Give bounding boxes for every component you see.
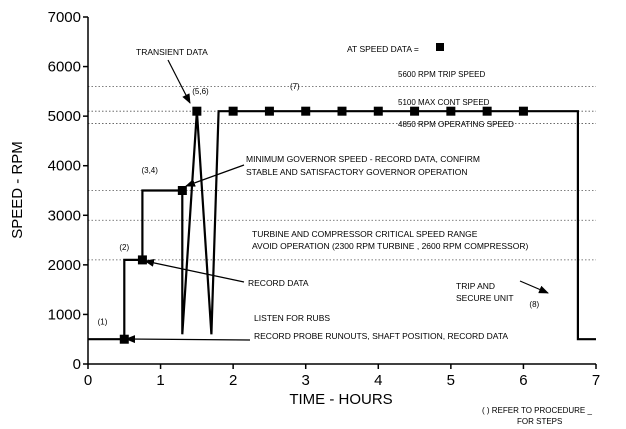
y-tick-label-3000: 3000 (48, 207, 81, 224)
data-point-marker (301, 106, 311, 116)
data-point-marker (373, 106, 383, 116)
record-probe-label: RECORD PROBE RUNOUTS, SHAFT POSITION, RE… (254, 331, 508, 341)
at-speed-legend-marker (436, 43, 444, 51)
footnote-line2: FOR STEPS (517, 417, 562, 426)
step-label: (7) (290, 82, 300, 91)
ref-label-max-cont: 5100 MAX CONT SPEED (398, 98, 490, 107)
listen-for-rubs-label: LISTEN FOR RUBS (254, 313, 330, 323)
min-governor-label-line1: MINIMUM GOVERNOR SPEED - RECORD DATA, CO… (246, 154, 480, 164)
step-label: (2) (119, 243, 129, 252)
x-tick-label-3: 3 (302, 372, 310, 389)
data-point-marker (410, 106, 420, 116)
transient-arrow (167, 59, 191, 104)
x-tick-label-2: 2 (229, 372, 237, 389)
series-layer (88, 110, 596, 341)
x-tick-label-1: 1 (156, 372, 164, 389)
x-axis-title: TIME - HOURS (289, 391, 392, 408)
y-tick-label-1000: 1000 (48, 306, 81, 323)
y-tick-label-0: 0 (73, 356, 81, 373)
y-tick-label-6000: 6000 (48, 59, 81, 76)
data-point-marker (192, 106, 202, 116)
min-governor-label-line2: STABLE AND SATISFACTORY GOVERNOR OPERATI… (246, 167, 468, 177)
transient-data-label: TRANSIENT DATA (136, 47, 208, 57)
x-tick-label-5: 5 (447, 372, 455, 389)
step-label: (5,6) (192, 87, 209, 96)
data-point-marker (177, 186, 187, 195)
data-point-marker (337, 106, 347, 116)
critical-speed-label-line2: AVOID OPERATION (2300 RPM TURBINE , 2600… (252, 241, 528, 251)
data-point-marker (137, 255, 147, 265)
step-label: (1) (98, 317, 108, 326)
data-point-marker (228, 106, 238, 116)
record-data-arrow (144, 258, 245, 283)
y-tick-label-2000: 2000 (48, 257, 81, 274)
y-tick-label-7000: 7000 (48, 9, 81, 26)
step-label: (3,4) (141, 166, 158, 175)
speed-profile-line (88, 110, 596, 341)
data-point-marker (264, 106, 274, 116)
record-data-label: RECORD DATA (248, 278, 309, 288)
axes: 0 1000 2000 3000 4000 5000 6000 7000 0 1 2 3 4 5 6 7 (48, 9, 601, 389)
trip-label-line2: SECURE UNIT (456, 293, 514, 303)
data-point-marker (446, 106, 456, 116)
x-tick-label-7: 7 (592, 372, 600, 389)
y-tick-label-5000: 5000 (48, 108, 81, 125)
y-axis-title: SPEED - RPM (9, 141, 26, 239)
footnote-line1: ( ) REFER TO PROCEDURE _ (482, 406, 592, 415)
step-label: (8) (529, 300, 539, 309)
ref-label-operating: 4850 RPM OPERATING SPEED (398, 120, 514, 129)
trip-label-line1: TRIP AND (456, 281, 495, 291)
y-tick-label-4000: 4000 (48, 158, 81, 175)
markers-layer: (1) (2) (3,4) (5,6) (7) (8) (98, 82, 540, 344)
data-point-marker (482, 106, 492, 116)
probe-arrow (125, 335, 251, 344)
x-tick-label-0: 0 (84, 372, 92, 389)
ref-label-trip-speed: 5600 RPM TRIP SPEED (398, 70, 486, 79)
min-governor-arrow (185, 164, 245, 187)
trip-arrow (519, 280, 549, 294)
data-point-marker (119, 334, 129, 344)
data-point-marker (518, 106, 528, 116)
x-tick-label-6: 6 (519, 372, 527, 389)
at-speed-legend-label: AT SPEED DATA = (347, 44, 419, 54)
critical-speed-label-line1: TURBINE AND COMPRESSOR CRITICAL SPEED RA… (252, 229, 478, 239)
x-tick-label-4: 4 (374, 372, 382, 389)
